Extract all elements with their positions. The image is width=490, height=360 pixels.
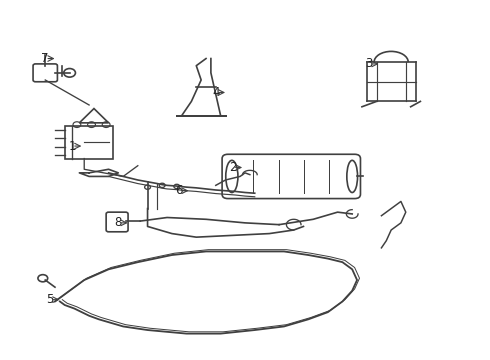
Text: 3: 3 <box>366 57 373 71</box>
Text: 7: 7 <box>42 52 49 65</box>
Text: 2: 2 <box>229 161 237 174</box>
Text: 4: 4 <box>212 86 220 99</box>
Text: 6: 6 <box>175 184 183 197</box>
Text: 5: 5 <box>47 293 54 306</box>
Text: 8: 8 <box>115 216 122 229</box>
Text: 1: 1 <box>68 140 76 153</box>
